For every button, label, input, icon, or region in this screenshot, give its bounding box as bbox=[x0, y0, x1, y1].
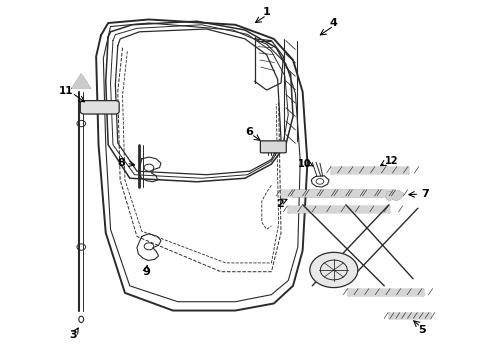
Circle shape bbox=[310, 252, 358, 288]
Polygon shape bbox=[72, 74, 90, 88]
Polygon shape bbox=[288, 206, 389, 212]
Polygon shape bbox=[348, 289, 423, 294]
Text: 12: 12 bbox=[385, 156, 398, 166]
Text: 2: 2 bbox=[276, 199, 284, 209]
Text: 5: 5 bbox=[418, 325, 425, 335]
Polygon shape bbox=[386, 190, 403, 201]
Text: 11: 11 bbox=[59, 86, 74, 96]
Text: 9: 9 bbox=[143, 267, 150, 278]
Text: 10: 10 bbox=[298, 159, 312, 169]
Text: 1: 1 bbox=[263, 8, 270, 17]
Text: 4: 4 bbox=[330, 18, 338, 28]
FancyBboxPatch shape bbox=[80, 100, 119, 114]
Text: 3: 3 bbox=[70, 330, 77, 340]
Text: 7: 7 bbox=[421, 189, 429, 199]
Polygon shape bbox=[293, 190, 394, 196]
FancyBboxPatch shape bbox=[260, 141, 286, 153]
Polygon shape bbox=[281, 190, 382, 196]
Polygon shape bbox=[331, 167, 408, 173]
Text: 6: 6 bbox=[245, 127, 253, 137]
Text: 8: 8 bbox=[118, 158, 125, 168]
Polygon shape bbox=[389, 312, 430, 318]
